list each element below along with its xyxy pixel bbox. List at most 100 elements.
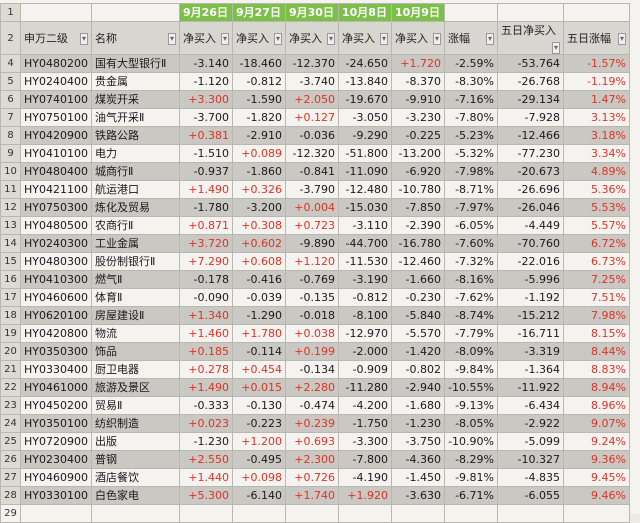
net-buy-cell[interactable]: -2.940 — [390, 378, 445, 397]
date-header[interactable]: 9月27日 — [231, 3, 286, 22]
change-pct-cell[interactable]: -7.16% — [443, 90, 498, 109]
sector-name-cell[interactable]: 旅游及景区 — [90, 378, 180, 397]
net-buy-cell[interactable]: -2.910 — [231, 126, 286, 145]
net-buy-cell[interactable]: +2.550 — [178, 450, 233, 469]
net-buy-cell[interactable]: -1.820 — [231, 108, 286, 127]
five-day-net-buy-cell[interactable]: -4.449 — [496, 216, 564, 235]
five-day-net-buy-cell[interactable]: -53.764 — [496, 54, 564, 73]
five-day-net-buy-cell[interactable]: -26.768 — [496, 72, 564, 91]
net-buy-cell[interactable]: +0.381 — [178, 126, 233, 145]
net-buy-cell[interactable]: -3.700 — [178, 108, 233, 127]
change-pct-cell[interactable]: -8.09% — [443, 342, 498, 361]
sector-code-cell[interactable]: HY0350300 — [20, 342, 92, 361]
five-day-change-cell[interactable]: 8.96% — [562, 396, 630, 415]
sector-code-cell[interactable]: HY0240400 — [20, 72, 92, 91]
net-buy-cell[interactable]: +0.185 — [178, 342, 233, 361]
date-header[interactable]: 9月30日 — [284, 3, 339, 22]
sector-name-cell[interactable]: 酒店餐饮 — [90, 468, 180, 487]
net-buy-cell[interactable]: -5.570 — [390, 324, 445, 343]
net-buy-cell[interactable]: -24.650 — [337, 54, 392, 73]
column-header[interactable]: 净买入 ▾ — [178, 21, 233, 55]
net-buy-cell[interactable]: +0.326 — [231, 180, 286, 199]
net-buy-cell[interactable]: -9.910 — [390, 90, 445, 109]
net-buy-cell[interactable]: -13.200 — [390, 144, 445, 163]
sector-code-cell[interactable]: HY0350100 — [20, 414, 92, 433]
date-header[interactable]: 9月26日 — [178, 3, 233, 22]
net-buy-cell[interactable]: -3.740 — [284, 72, 339, 91]
sector-code-cell[interactable]: HY0480500 — [20, 216, 92, 235]
column-header[interactable]: 净买入 ▾ — [231, 21, 286, 55]
five-day-net-buy-cell[interactable]: -1.192 — [496, 288, 564, 307]
net-buy-cell[interactable]: -0.769 — [284, 270, 339, 289]
sector-code-cell[interactable]: HY0460900 — [20, 468, 92, 487]
sector-code-cell[interactable]: HY0410100 — [20, 144, 92, 163]
sector-name-cell[interactable]: 股份制银行Ⅱ — [90, 252, 180, 271]
change-pct-cell[interactable]: -7.60% — [443, 234, 498, 253]
sector-code-cell[interactable]: HY0230400 — [20, 450, 92, 469]
net-buy-cell[interactable]: +0.454 — [231, 360, 286, 379]
net-buy-cell[interactable]: +0.015 — [231, 378, 286, 397]
net-buy-cell[interactable]: -12.320 — [284, 144, 339, 163]
sector-name-cell[interactable]: 纺织制造 — [90, 414, 180, 433]
five-day-net-buy-cell[interactable]: -22.016 — [496, 252, 564, 271]
net-buy-cell[interactable]: -0.018 — [284, 306, 339, 325]
five-day-change-cell[interactable]: 1.47% — [562, 90, 630, 109]
change-pct-cell[interactable]: -6.71% — [443, 486, 498, 505]
sector-code-cell[interactable]: HY0330400 — [20, 360, 92, 379]
net-buy-cell[interactable]: +0.278 — [178, 360, 233, 379]
column-header[interactable]: 净买入 ▾ — [390, 21, 445, 55]
net-buy-cell[interactable]: -0.225 — [390, 126, 445, 145]
column-header[interactable]: 净买入 ▾ — [284, 21, 339, 55]
five-day-net-buy-cell[interactable]: -20.673 — [496, 162, 564, 181]
sector-code-cell[interactable]: HY0750100 — [20, 108, 92, 127]
net-buy-cell[interactable]: -3.300 — [337, 432, 392, 451]
change-pct-cell[interactable]: -7.32% — [443, 252, 498, 271]
sector-name-cell[interactable]: 饰品 — [90, 342, 180, 361]
sector-name-cell[interactable]: 电力 — [90, 144, 180, 163]
net-buy-cell[interactable]: -10.780 — [390, 180, 445, 199]
five-day-change-cell[interactable]: 9.46% — [562, 486, 630, 505]
net-buy-cell[interactable]: -8.100 — [337, 306, 392, 325]
net-buy-cell[interactable]: -7.800 — [337, 450, 392, 469]
filter-dropdown-icon[interactable]: ▾ — [273, 32, 282, 45]
net-buy-cell[interactable]: -11.280 — [337, 378, 392, 397]
net-buy-cell[interactable]: +0.726 — [284, 468, 339, 487]
net-buy-cell[interactable]: -1.230 — [390, 414, 445, 433]
column-header[interactable]: 净买入 ▾ — [337, 21, 392, 55]
filter-dropdown-icon[interactable]: ▾ — [551, 42, 560, 54]
sector-code-cell[interactable]: HY0420800 — [20, 324, 92, 343]
change-pct-cell[interactable]: -8.74% — [443, 306, 498, 325]
sector-name-cell[interactable]: 普钢 — [90, 450, 180, 469]
sector-name-cell[interactable]: 煤炭开采 — [90, 90, 180, 109]
five-day-net-buy-cell[interactable]: -5.996 — [496, 270, 564, 289]
column-header[interactable]: 五日净买入 ▾ — [496, 21, 564, 55]
net-buy-cell[interactable]: -6.920 — [390, 162, 445, 181]
filter-dropdown-icon[interactable]: ▾ — [379, 32, 388, 45]
net-buy-cell[interactable]: -0.130 — [231, 396, 286, 415]
five-day-change-cell[interactable]: 6.72% — [562, 234, 630, 253]
sector-name-cell[interactable]: 工业金属 — [90, 234, 180, 253]
filter-dropdown-icon[interactable]: ▾ — [432, 32, 441, 45]
cell[interactable] — [496, 3, 564, 22]
net-buy-cell[interactable]: -1.290 — [231, 306, 286, 325]
net-buy-cell[interactable]: +0.089 — [231, 144, 286, 163]
five-day-net-buy-cell[interactable]: -12.466 — [496, 126, 564, 145]
net-buy-cell[interactable]: +1.340 — [178, 306, 233, 325]
net-buy-cell[interactable]: +1.200 — [231, 432, 286, 451]
five-day-change-cell[interactable]: 4.89% — [562, 162, 630, 181]
change-pct-cell[interactable]: -2.59% — [443, 54, 498, 73]
net-buy-cell[interactable]: -3.050 — [337, 108, 392, 127]
column-header[interactable]: 涨幅 ▾ — [443, 21, 498, 55]
net-buy-cell[interactable]: -3.110 — [337, 216, 392, 235]
change-pct-cell[interactable]: -9.84% — [443, 360, 498, 379]
net-buy-cell[interactable]: -11.530 — [337, 252, 392, 271]
net-buy-cell[interactable]: +0.693 — [284, 432, 339, 451]
net-buy-cell[interactable]: -1.510 — [178, 144, 233, 163]
net-buy-cell[interactable]: +0.602 — [231, 234, 286, 253]
net-buy-cell[interactable]: -19.670 — [337, 90, 392, 109]
change-pct-cell[interactable]: -7.97% — [443, 198, 498, 217]
sector-name-cell[interactable]: 燃气Ⅱ — [90, 270, 180, 289]
net-buy-cell[interactable]: +0.608 — [231, 252, 286, 271]
net-buy-cell[interactable]: +1.120 — [284, 252, 339, 271]
sector-name-cell[interactable]: 农商行Ⅱ — [90, 216, 180, 235]
